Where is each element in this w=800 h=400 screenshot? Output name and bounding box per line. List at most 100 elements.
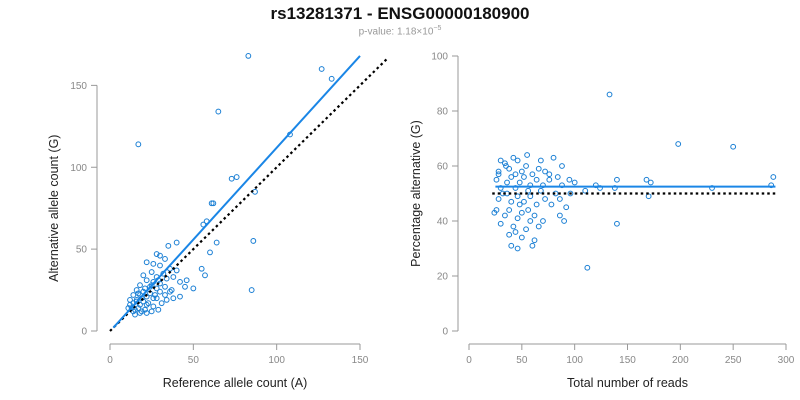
data-point — [208, 200, 215, 207]
data-point — [148, 282, 155, 289]
data-point — [512, 171, 519, 178]
pvalue-text: p-value: 1.18×10 — [358, 26, 434, 38]
data-point — [142, 306, 148, 313]
x-tick-label: 50 — [188, 355, 200, 366]
data-point — [233, 174, 240, 180]
data-point — [155, 306, 162, 313]
data-point — [531, 237, 538, 244]
data-point — [502, 160, 508, 167]
data-point — [525, 187, 532, 194]
data-point — [170, 295, 177, 302]
data-point — [215, 108, 222, 115]
y-tick-label: 40 — [437, 217, 449, 228]
y-tick-label: 20 — [437, 272, 449, 283]
data-point — [709, 185, 715, 191]
x-tick-label: 150 — [352, 355, 369, 366]
data-point — [497, 157, 504, 164]
data-point — [571, 179, 578, 186]
x-tick-label: 0 — [107, 355, 113, 366]
data-point — [493, 176, 500, 183]
x-tick-label: 250 — [725, 355, 742, 366]
data-point — [512, 185, 519, 191]
data-point — [614, 176, 620, 183]
data-point — [506, 165, 513, 172]
data-point — [190, 285, 197, 292]
data-point — [147, 283, 153, 290]
data-point — [537, 187, 544, 194]
data-point — [514, 157, 521, 164]
data-point — [157, 262, 163, 269]
data-point — [531, 212, 538, 219]
data-point — [527, 218, 534, 224]
data-point — [582, 187, 589, 194]
data-point — [546, 171, 553, 178]
data-point — [548, 201, 555, 208]
data-point — [508, 198, 515, 205]
data-point — [138, 308, 145, 315]
data-point — [533, 201, 540, 208]
data-point — [527, 193, 534, 200]
data-point — [143, 259, 150, 266]
data-point — [328, 75, 335, 82]
data-point — [567, 190, 574, 197]
data-point — [248, 287, 255, 293]
data-point — [510, 154, 517, 161]
data-point — [157, 252, 163, 259]
scatter-panel-total-vs-percentage: 0 20 40 60 80 100 0 50 100 150 200 250 300 Total numb… — [409, 52, 795, 391]
data-point — [597, 185, 603, 191]
data-point — [162, 256, 168, 262]
data-point — [150, 303, 157, 310]
data-point — [162, 292, 168, 298]
data-point — [529, 171, 536, 178]
data-point — [546, 176, 553, 183]
data-point — [606, 91, 613, 98]
data-point — [143, 310, 150, 316]
scatter-panel-reference-vs-alternative: 0 50 100 150 0 50 100 150 Reference allele count… — [47, 53, 388, 390]
data-point — [165, 242, 172, 249]
data-point — [518, 234, 525, 241]
y-tick-label: 100 — [70, 163, 87, 174]
data-point — [516, 179, 523, 186]
data-point — [559, 163, 565, 169]
data-point — [202, 272, 208, 279]
data-point — [514, 215, 521, 222]
data-point — [521, 198, 527, 205]
data-point — [158, 300, 165, 307]
data-point — [518, 209, 525, 216]
x-tick-label: 300 — [778, 355, 795, 366]
data-point — [563, 204, 570, 211]
x-tick-label: 100 — [566, 355, 583, 366]
y-tick-label: 50 — [76, 245, 88, 256]
data-point — [150, 260, 157, 267]
x-axis-title: Reference allele count (A) — [163, 376, 308, 390]
y-tick-label: 60 — [437, 162, 449, 173]
y-axis-title: Percentage alternative (G) — [409, 120, 423, 267]
data-point — [510, 223, 517, 230]
data-point — [540, 182, 546, 189]
data-point — [140, 272, 147, 279]
data-point — [133, 298, 140, 305]
data-point — [506, 207, 513, 213]
data-point — [162, 283, 168, 290]
data-point — [130, 292, 137, 298]
data-point — [170, 274, 177, 280]
y-tick-label: 100 — [431, 52, 448, 63]
data-point — [152, 292, 158, 298]
data-point — [525, 207, 532, 213]
data-point — [137, 282, 143, 289]
data-point — [556, 212, 563, 219]
data-point — [207, 249, 213, 256]
data-point — [173, 239, 180, 246]
data-point — [730, 143, 737, 150]
data-point — [495, 196, 502, 202]
data-point — [177, 293, 183, 300]
data-point — [497, 185, 504, 191]
pvalue-exponent: −5 — [433, 25, 442, 32]
data-point — [535, 165, 542, 172]
x-tick-label: 50 — [516, 355, 528, 366]
data-point — [521, 174, 527, 180]
data-point — [559, 182, 565, 189]
data-point — [135, 305, 142, 311]
x-tick-label: 200 — [672, 355, 689, 366]
